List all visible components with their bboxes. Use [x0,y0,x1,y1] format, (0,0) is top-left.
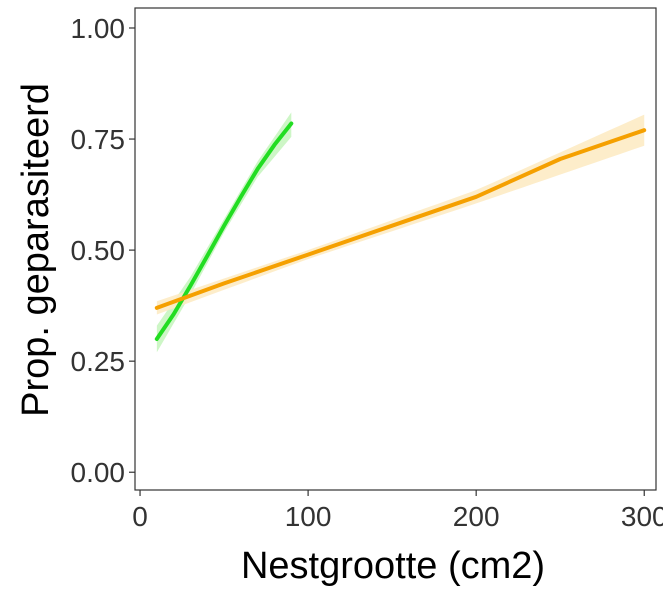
x-tick-label: 200 [453,501,500,532]
y-tick-label: 0.75 [71,124,126,155]
x-axis-title: Nestgrootte (cm2) [241,545,545,587]
x-tick-label: 100 [285,501,332,532]
y-axis-title: Prop. geparasiteerd [15,83,57,417]
y-tick-label: 0.00 [71,457,126,488]
axes: 0.00 0.25 0.50 0.75 1.00 0 100 200 300 [71,8,663,532]
x-tick-label: 0 [132,501,148,532]
x-tick-label: 300 [621,501,663,532]
series-lines [157,124,644,340]
y-tick-label: 0.25 [71,346,126,377]
y-tick-label: 0.50 [71,235,126,266]
y-tick-label: 1.00 [71,13,126,44]
confidence-bands [157,112,644,352]
